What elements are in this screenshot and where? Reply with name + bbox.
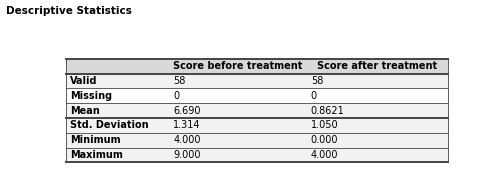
Text: 0: 0 [310, 91, 317, 101]
Bar [307, 59, 448, 74]
Text: Score before treatment: Score before treatment [174, 61, 303, 71]
Bar [307, 133, 448, 148]
Text: 4.000: 4.000 [174, 135, 201, 145]
Text: 0.000: 0.000 [310, 135, 338, 145]
Bar [66, 89, 170, 103]
Bar [66, 59, 170, 74]
Text: Descriptive Statistics: Descriptive Statistics [6, 6, 132, 15]
Text: Mean: Mean [70, 106, 100, 116]
Text: Std. Deviation: Std. Deviation [70, 120, 149, 130]
Text: 6.690: 6.690 [174, 106, 201, 116]
Bar [66, 133, 170, 148]
Text: Missing: Missing [70, 91, 112, 101]
Bar [307, 118, 448, 133]
Bar [307, 89, 448, 103]
Text: 4.000: 4.000 [310, 150, 338, 160]
Bar [170, 74, 307, 89]
Bar [170, 89, 307, 103]
Bar [307, 74, 448, 89]
Bar [170, 59, 307, 74]
Bar [66, 148, 170, 162]
Text: 9.000: 9.000 [174, 150, 201, 160]
Text: Minimum: Minimum [70, 135, 121, 145]
Text: 1.314: 1.314 [174, 120, 201, 130]
Text: 1.050: 1.050 [310, 120, 338, 130]
Bar [170, 148, 307, 162]
Bar [66, 103, 170, 118]
Text: Valid: Valid [70, 76, 98, 86]
Bar [170, 133, 307, 148]
Bar [307, 103, 448, 118]
Text: 0: 0 [174, 91, 180, 101]
Bar [66, 74, 170, 89]
Text: 58: 58 [174, 76, 186, 86]
Bar [66, 118, 170, 133]
Text: Maximum: Maximum [70, 150, 123, 160]
Text: 58: 58 [310, 76, 323, 86]
Bar [170, 118, 307, 133]
Bar [170, 103, 307, 118]
Bar [307, 148, 448, 162]
Text: 0.8621: 0.8621 [310, 106, 344, 116]
Text: Score after treatment: Score after treatment [318, 61, 438, 71]
